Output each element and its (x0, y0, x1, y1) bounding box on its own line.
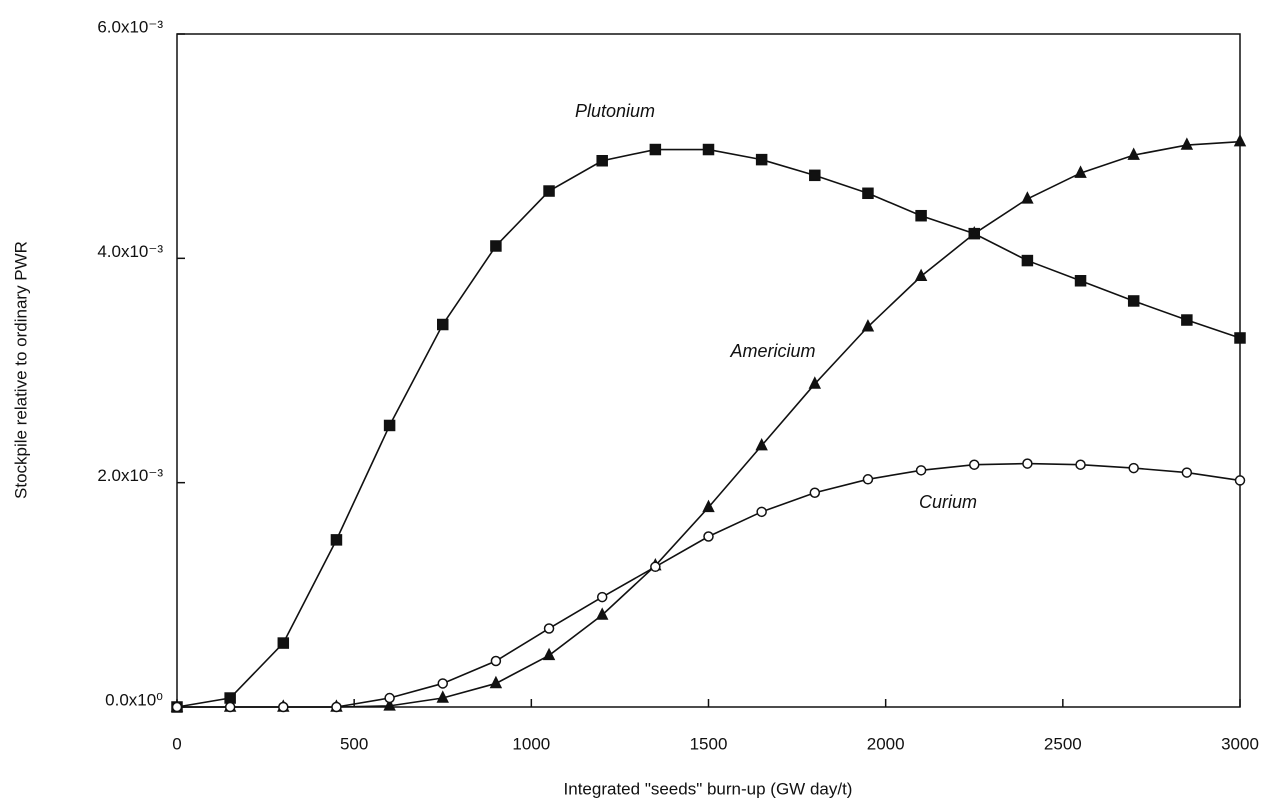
x-tick-label: 1000 (512, 734, 550, 753)
marker (915, 209, 927, 222)
marker (1127, 147, 1140, 160)
marker (1128, 462, 1139, 474)
marker (1181, 314, 1193, 326)
marker (595, 607, 609, 620)
marker (1021, 191, 1034, 204)
marker (437, 318, 449, 331)
marker (331, 701, 342, 713)
marker (1127, 295, 1140, 307)
x-tick-label: 1500 (690, 734, 728, 753)
marker (702, 143, 715, 156)
marker (171, 701, 183, 713)
marker (703, 531, 714, 542)
series-line (176, 148, 1241, 708)
plot-frame (176, 33, 1241, 708)
y-tick-label: 4.0x10⁻³ (97, 242, 163, 261)
marker (490, 240, 502, 252)
x-tick-label: 2500 (1044, 734, 1082, 753)
marker (755, 153, 768, 166)
marker (1021, 254, 1034, 267)
marker (1074, 275, 1087, 287)
series-annotation: Americium (729, 341, 815, 361)
marker (543, 185, 555, 197)
marker (914, 268, 928, 282)
marker (862, 187, 874, 200)
marker (596, 591, 608, 603)
marker (596, 154, 608, 167)
marker (542, 647, 556, 661)
marker (808, 376, 822, 389)
marker (702, 499, 715, 513)
marker (1234, 475, 1246, 486)
marker (1181, 467, 1193, 478)
marker (383, 419, 396, 432)
marker (1075, 459, 1086, 470)
x-tick-label: 0 (172, 734, 181, 753)
x-axis-label: Integrated "seeds" burn-up (GW day/t) (564, 779, 853, 798)
marker (437, 678, 448, 689)
marker (969, 459, 980, 470)
marker (1180, 137, 1194, 150)
marker (384, 692, 395, 704)
y-tick-label: 6.0x10⁻³ (97, 17, 163, 36)
marker (489, 675, 503, 689)
marker (330, 534, 343, 546)
marker (277, 637, 290, 649)
marker (383, 698, 396, 711)
x-tick-label: 500 (340, 734, 368, 753)
series-annotation: Plutonium (575, 101, 655, 121)
marker (755, 437, 768, 451)
x-tick-label: 3000 (1221, 734, 1259, 753)
marker (543, 623, 555, 634)
marker (650, 561, 661, 573)
marker (224, 701, 236, 713)
marker (915, 465, 927, 476)
marker (809, 487, 821, 499)
marker (490, 655, 502, 667)
marker (649, 143, 662, 156)
marker (861, 319, 875, 332)
marker (756, 506, 767, 518)
y-tick-label: 2.0x10⁻³ (97, 466, 163, 485)
series-line (177, 140, 1241, 708)
marker (968, 225, 981, 239)
y-axis-label: Stockpile relative to ordinary PWR (11, 241, 30, 499)
marker (436, 690, 449, 703)
x-tick-label: 2000 (867, 734, 905, 753)
marker (862, 474, 874, 485)
marker (1233, 134, 1247, 147)
marker (809, 169, 821, 182)
marker (1234, 332, 1246, 344)
series-annotation: Curium (919, 492, 977, 512)
marker (278, 701, 289, 713)
y-tick-label: 0.0x10⁰ (105, 690, 163, 709)
marker (1074, 165, 1087, 178)
marker (1022, 458, 1033, 469)
